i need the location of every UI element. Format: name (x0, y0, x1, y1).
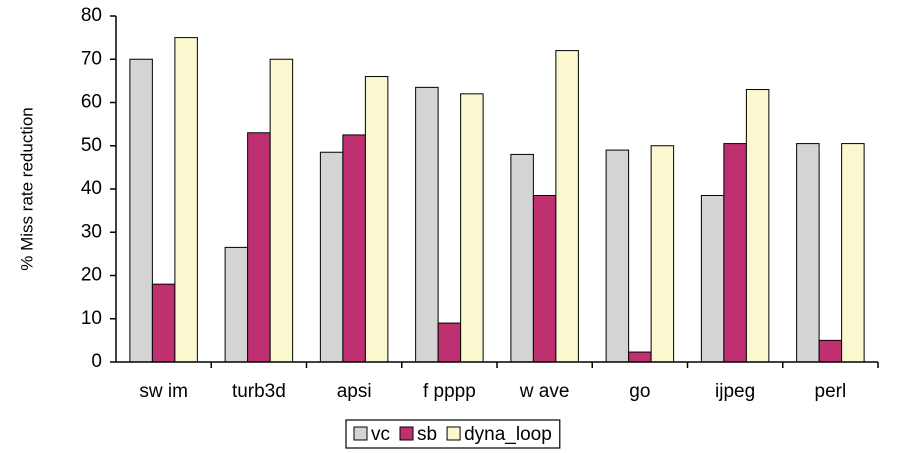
y-axis-ticks: 0 10 20 30 40 50 60 70 80 (81, 5, 116, 372)
bar-vc (605, 149, 630, 363)
x-tick-label: ijpeg (715, 381, 755, 402)
x-tick-label: w ave (519, 381, 570, 402)
bar-sb (818, 339, 843, 363)
x-tick-label: perl (815, 381, 847, 402)
legend-swatch-dyna_loop (446, 426, 461, 441)
y-tick-label: 30 (81, 221, 102, 242)
bar-dyna_loop (269, 58, 294, 363)
x-tick-label: f pppp (423, 381, 476, 402)
bar-vc (510, 153, 534, 363)
legend-swatch-vc (353, 426, 368, 441)
bar-sb (247, 132, 271, 363)
y-tick-label: 50 (81, 135, 102, 156)
x-tick-label: apsi (337, 381, 372, 402)
bar-dyna_loop (555, 50, 579, 363)
bar-vc (796, 143, 820, 363)
bar-sb (628, 351, 652, 363)
bar-vc (129, 58, 153, 363)
bar-sb (342, 134, 366, 363)
x-tick-label: sw im (139, 381, 188, 402)
x-tick-label: turb3d (232, 381, 286, 402)
legend: vc sb dyna_loop (345, 419, 561, 449)
y-tick-label: 20 (81, 265, 102, 286)
y-tick-label: 60 (81, 92, 102, 113)
y-tick-label: 10 (81, 308, 102, 329)
x-axis-labels: sw im turb3d apsi f pppp w ave go ijpeg perl (139, 362, 879, 402)
bar-vc (224, 246, 249, 363)
y-tick-label: 40 (81, 178, 102, 199)
bar-sb (723, 143, 747, 363)
legend-label-vc: vc (371, 424, 390, 445)
y-tick-label: 0 (91, 351, 102, 372)
bar-dyna_loop (745, 89, 770, 363)
bar-sb (151, 283, 176, 363)
bar-vc (319, 151, 344, 363)
bar-dyna_loop (650, 145, 675, 363)
bar-vc (415, 86, 439, 363)
x-tick-label: go (629, 381, 650, 402)
y-axis-title: % Miss rate reduction (17, 107, 36, 270)
legend-swatch-sb (399, 426, 414, 441)
bars (129, 37, 865, 363)
y-tick-label: 80 (81, 5, 102, 26)
bar-sb (532, 194, 557, 363)
legend-label-dyna_loop: dyna_loop (464, 424, 552, 445)
bar-dyna_loop (460, 93, 484, 363)
bar-dyna_loop (174, 37, 198, 363)
bar-dyna_loop (841, 143, 865, 363)
bar-sb (437, 322, 462, 363)
bar-vc (700, 194, 725, 363)
y-tick-label: 70 (81, 48, 102, 69)
legend-label-sb: sb (417, 424, 437, 445)
bar-dyna_loop (364, 76, 389, 363)
